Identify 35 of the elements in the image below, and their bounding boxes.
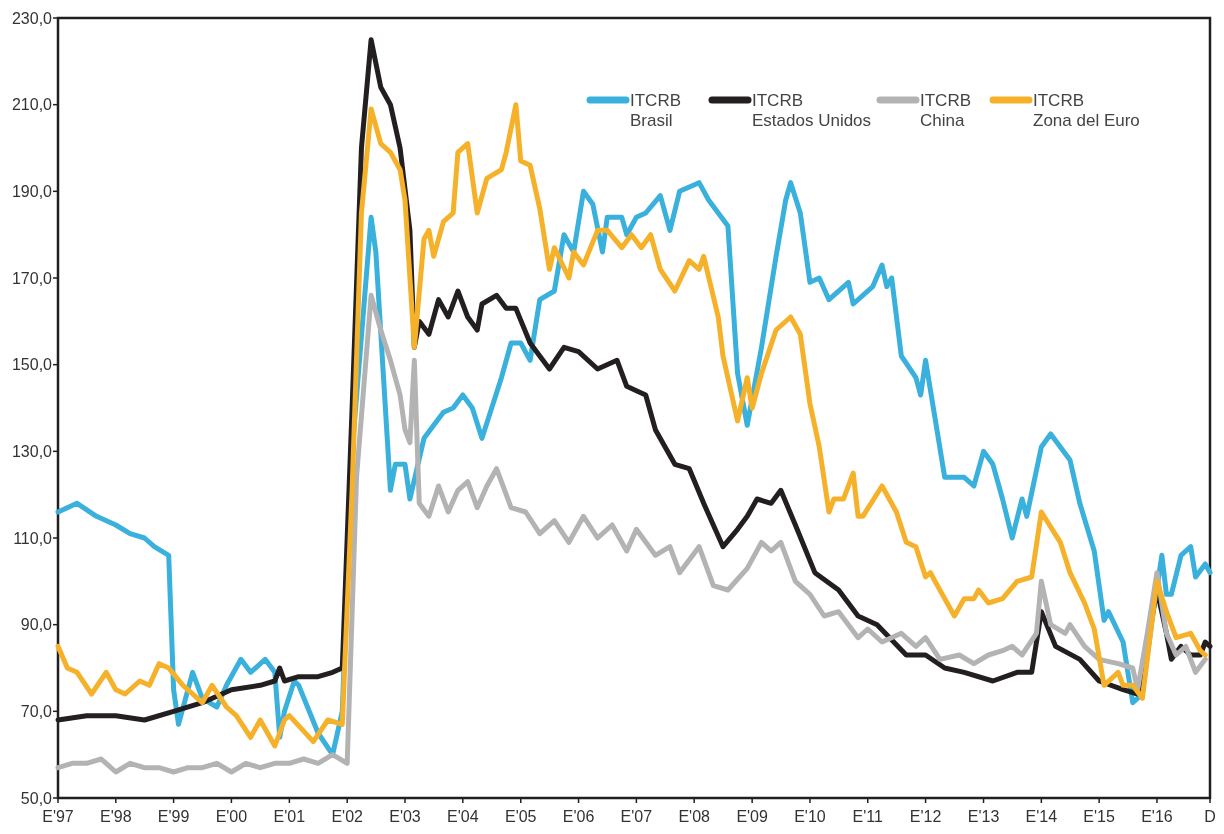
legend-label: ITCRB Brasil	[630, 91, 681, 130]
y-tick-label: 90,0	[20, 616, 53, 634]
x-tick-label: E'12	[909, 808, 942, 825]
x-tick-label: E'15	[1083, 808, 1115, 825]
x-tick-label: E'14	[1025, 808, 1058, 825]
x-tick-label: E'03	[389, 808, 421, 825]
legend-label: ITCRB Estados Unidos	[752, 91, 872, 130]
y-tick-label: 50,0	[20, 789, 53, 807]
y-tick-label: 190,0	[11, 182, 53, 200]
y-tick-label: 170,0	[11, 269, 53, 287]
x-tick-label: E'05	[505, 808, 537, 825]
y-tick-label: 110,0	[13, 529, 53, 547]
y-tick-label: 230,0	[11, 9, 53, 27]
y-tick-label: 210,0	[11, 96, 53, 114]
y-tick-label: 70,0	[20, 702, 53, 720]
y-tick-label: 130,0	[11, 442, 53, 460]
x-tick-label: E'00	[215, 808, 248, 825]
x-tick-label: D	[1204, 808, 1216, 825]
x-tick-label: E'16	[1141, 808, 1173, 825]
x-tick-label: E'08	[678, 808, 711, 825]
x-tick-label: E'13	[967, 808, 1000, 825]
y-tick-label: 150,0	[11, 356, 53, 374]
x-tick-label: E'02	[331, 808, 364, 825]
x-tick-label: E'04	[447, 808, 479, 825]
x-tick-label: E'98	[100, 808, 132, 825]
x-tick-label: E'11	[852, 808, 884, 825]
x-tick-label: E'99	[157, 808, 190, 825]
legend-label: ITCRB Zona del Euro	[1033, 91, 1140, 130]
x-tick-label: E'09	[736, 808, 769, 825]
legend-label: ITCRB China	[920, 91, 971, 130]
x-tick-label: E'97	[42, 808, 74, 825]
x-tick-label: E'06	[562, 808, 595, 825]
x-tick-label: E'07	[620, 808, 653, 825]
x-tick-label: E'01	[273, 808, 306, 825]
x-tick-label: E'10	[794, 808, 826, 825]
